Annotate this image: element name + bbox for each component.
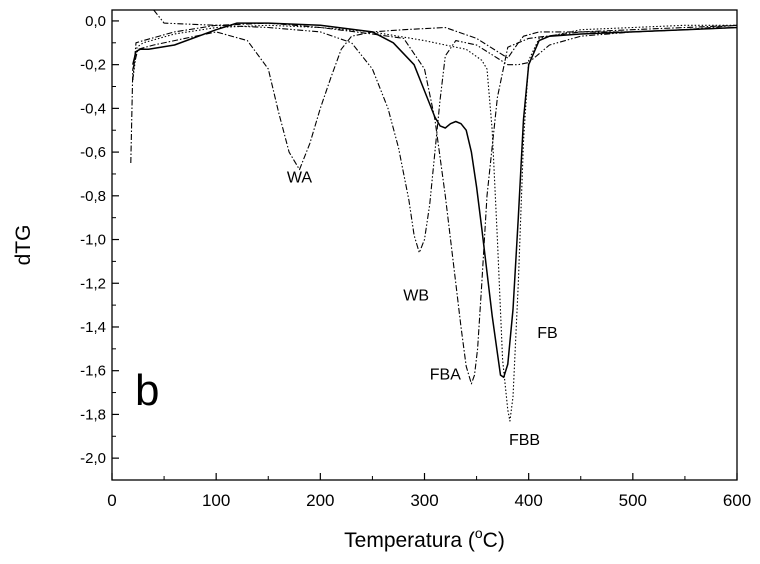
tick-labels-layer: 0 100 200 300 400 500 600 0,0 -0,2 -0,4 -0,6 -0,8 -1… [80, 13, 751, 510]
x-tick-label: 200 [306, 491, 334, 510]
y-axis-title: dTG [12, 225, 35, 266]
x-tick-label: 100 [202, 491, 230, 510]
series-line-fb [132, 22, 738, 379]
y-tick-label: -0,8 [80, 188, 106, 205]
series-line-fbb [132, 24, 737, 422]
panel-label: b [135, 366, 159, 415]
y-tick-label: -2,0 [80, 450, 106, 467]
y-tick-label: 0,0 [85, 13, 106, 30]
x-axis-title-superscript: o [475, 525, 483, 541]
annotation-fbb: FBB [509, 432, 540, 449]
annotation-fba: FBA [430, 366, 461, 383]
x-axis-title: Temperatura (oC) [344, 525, 505, 552]
y-tick-label: -1,4 [80, 319, 106, 336]
plot-frame [111, 9, 738, 481]
x-tick-label: 0 [107, 491, 116, 510]
x-axis-title-main: Temperatura ( [344, 529, 475, 552]
y-tick-label: -1,8 [80, 406, 106, 423]
series-line-fba [132, 22, 738, 385]
ticks-layer [111, 20, 738, 480]
series-line-wa [130, 24, 738, 171]
series-line-wb [153, 9, 738, 254]
annotation-wb: WB [403, 288, 429, 305]
x-axis-title-end: C) [483, 529, 505, 552]
x-tick-label: 300 [410, 491, 438, 510]
y-tick-label: -1,6 [80, 363, 106, 380]
annotation-wa: WA [287, 170, 313, 187]
annotation-fb: FB [537, 325, 557, 342]
annotations-layer: WA WB FBA FB FBB [287, 170, 558, 449]
y-tick-label: -1,0 [80, 232, 106, 249]
y-tick-label: -0,4 [80, 100, 106, 117]
x-tick-label: 500 [619, 491, 647, 510]
x-tick-label: 400 [514, 491, 542, 510]
y-tick-label: -0,6 [80, 144, 106, 161]
x-tick-label: 600 [723, 491, 751, 510]
y-tick-label: -1,2 [80, 275, 106, 292]
y-tick-label: -0,2 [80, 57, 106, 74]
series-layer [130, 9, 738, 422]
